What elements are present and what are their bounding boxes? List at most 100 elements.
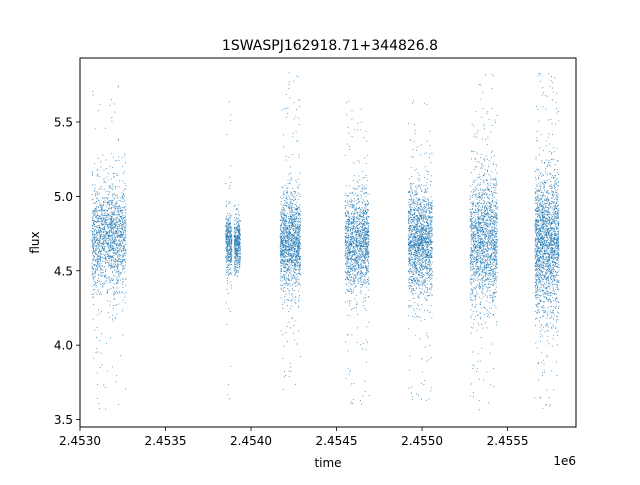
data-point [108,264,110,266]
data-point [105,237,107,239]
data-point [92,247,94,249]
data-point [289,210,291,212]
data-point [105,263,106,264]
data-point [363,255,365,257]
data-point [293,274,294,276]
data-point [292,209,293,211]
data-point [122,309,124,311]
data-point [295,256,297,258]
data-point [363,243,365,245]
data-point [347,260,349,262]
data-point [239,243,241,245]
data-point [353,217,355,219]
data-point [294,204,296,205]
data-point [111,267,112,269]
data-point [288,195,290,197]
data-point [282,239,284,241]
data-point [348,304,350,306]
data-point [283,224,285,226]
data-point [122,190,124,192]
data-point [122,268,124,270]
data-point [101,242,102,244]
data-point [122,266,124,268]
data-point [236,239,238,241]
data-point [288,204,290,206]
data-point [235,229,237,231]
data-point [230,227,231,229]
data-point [225,302,227,304]
data-point [92,90,94,92]
data-point [99,248,100,250]
data-point [225,257,227,258]
data-point [124,209,126,211]
data-point [361,253,363,255]
data-point [362,232,364,234]
data-point [239,256,241,257]
data-point [280,243,282,244]
data-point [360,403,362,405]
data-point [108,234,110,236]
data-point [292,277,294,279]
data-point [121,218,123,219]
data-point [291,250,293,252]
data-point [363,229,365,231]
data-point [98,202,100,204]
data-point [358,224,359,225]
data-point [291,192,293,194]
data-point [285,215,287,217]
data-point [363,177,365,179]
data-point [107,255,109,257]
data-point [118,275,119,276]
data-point [108,250,110,252]
data-point [359,215,361,217]
data-point [98,221,100,223]
data-point [363,239,364,241]
data-point [359,399,361,401]
data-point [293,234,294,236]
data-point [346,114,348,116]
data-point [358,222,360,224]
data-point [280,255,282,257]
data-point [111,216,113,218]
data-point [347,228,349,230]
data-point [295,274,297,276]
data-point [229,256,231,258]
data-point [280,220,281,221]
data-point [299,242,300,244]
data-point [294,290,296,291]
data-point [118,239,120,241]
data-point [360,270,362,272]
data-point [287,259,288,261]
data-point [361,226,363,227]
data-point [284,256,285,258]
data-point [288,261,290,263]
data-point [124,207,126,209]
data-point [286,285,288,287]
data-point [228,226,230,228]
data-point [288,252,290,254]
data-point [354,222,356,224]
data-point [352,207,354,209]
data-point [118,218,120,220]
data-point [122,197,124,198]
data-point [347,202,349,204]
data-point [292,253,294,255]
data-point [113,242,115,244]
data-point [295,198,297,200]
data-point [362,238,364,239]
data-point [360,264,362,265]
data-point [350,233,352,234]
data-point [231,234,233,236]
data-point [104,226,106,228]
data-point [281,237,283,239]
data-point [116,247,118,249]
data-point [121,198,123,200]
data-point [125,249,127,251]
data-point [351,118,353,120]
data-point [237,240,239,242]
data-point [237,237,239,239]
data-point [284,262,286,264]
data-point [225,239,227,241]
data-point [105,232,107,234]
data-point [298,212,300,214]
